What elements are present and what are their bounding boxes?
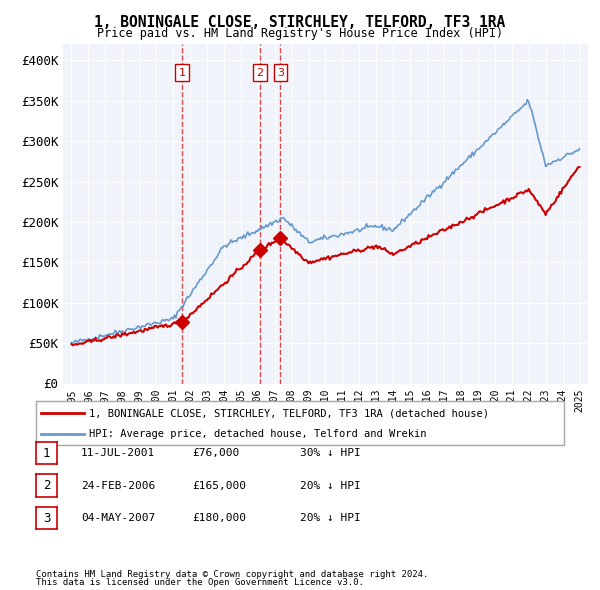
Text: 11-JUL-2001: 11-JUL-2001	[81, 448, 155, 458]
Text: Contains HM Land Registry data © Crown copyright and database right 2024.: Contains HM Land Registry data © Crown c…	[36, 571, 428, 579]
Text: 30% ↓ HPI: 30% ↓ HPI	[300, 448, 361, 458]
Text: 2: 2	[256, 67, 263, 77]
Text: 20% ↓ HPI: 20% ↓ HPI	[300, 513, 361, 523]
Text: 1: 1	[179, 67, 186, 77]
Text: 1, BONINGALE CLOSE, STIRCHLEY, TELFORD, TF3 1RA: 1, BONINGALE CLOSE, STIRCHLEY, TELFORD, …	[94, 15, 506, 30]
Text: 2: 2	[43, 479, 50, 492]
Text: HPI: Average price, detached house, Telford and Wrekin: HPI: Average price, detached house, Telf…	[89, 428, 426, 438]
Text: This data is licensed under the Open Government Licence v3.0.: This data is licensed under the Open Gov…	[36, 578, 364, 587]
Text: £180,000: £180,000	[192, 513, 246, 523]
Text: 3: 3	[277, 67, 284, 77]
Text: 24-FEB-2006: 24-FEB-2006	[81, 481, 155, 490]
Text: 1: 1	[43, 447, 50, 460]
Text: 04-MAY-2007: 04-MAY-2007	[81, 513, 155, 523]
Text: 20% ↓ HPI: 20% ↓ HPI	[300, 481, 361, 490]
Text: 1, BONINGALE CLOSE, STIRCHLEY, TELFORD, TF3 1RA (detached house): 1, BONINGALE CLOSE, STIRCHLEY, TELFORD, …	[89, 408, 489, 418]
Text: Price paid vs. HM Land Registry's House Price Index (HPI): Price paid vs. HM Land Registry's House …	[97, 27, 503, 40]
Text: 3: 3	[43, 512, 50, 525]
Text: £165,000: £165,000	[192, 481, 246, 490]
Text: £76,000: £76,000	[192, 448, 239, 458]
